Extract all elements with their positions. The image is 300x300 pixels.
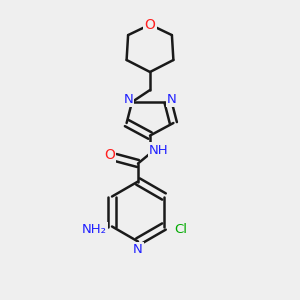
Text: O: O [145,18,155,32]
Text: N: N [133,243,143,256]
Text: Cl: Cl [174,223,187,236]
Text: O: O [104,148,115,162]
Text: NH₂: NH₂ [82,223,106,236]
Text: N: N [124,93,133,106]
Text: NH: NH [149,143,169,157]
Text: N: N [167,93,176,106]
